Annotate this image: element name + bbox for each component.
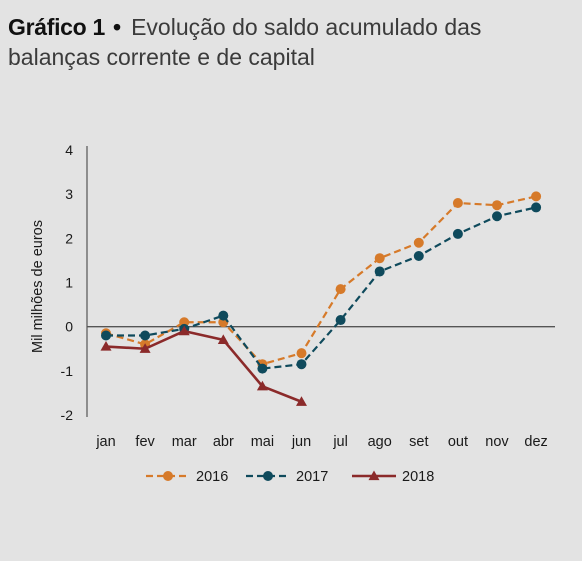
- data-point-2016: [296, 348, 307, 359]
- legend-marker-2018: [368, 470, 380, 481]
- data-point-2017: [531, 202, 542, 213]
- data-point-2018: [100, 341, 112, 351]
- data-point-2016: [452, 198, 463, 208]
- y-tick-label: -1: [61, 363, 74, 379]
- data-point-2017: [296, 359, 307, 370]
- series-line-2018: [105, 329, 302, 403]
- series-line-2017: [106, 206, 537, 370]
- y-tick-label: 1: [65, 275, 73, 291]
- legend-label-2018: 2018: [402, 469, 434, 485]
- data-point-2017: [492, 211, 502, 222]
- data-point-2017: [413, 251, 424, 261]
- data-point-2018: [256, 380, 268, 391]
- x-tick-label: mai: [251, 434, 274, 450]
- legend-label-2017: 2017: [296, 469, 328, 485]
- series-line-2016: [105, 195, 537, 366]
- data-point-2017: [257, 363, 268, 374]
- y-tick-label: 2: [65, 230, 73, 246]
- data-point-2017: [101, 330, 111, 341]
- data-point-2017: [218, 310, 229, 321]
- legend-marker-2017: [263, 471, 273, 481]
- x-tick-label: nov: [485, 434, 509, 450]
- x-tick-label: abr: [213, 434, 234, 450]
- y-tick-label: 4: [65, 142, 73, 158]
- data-point-2017: [374, 266, 385, 277]
- figure-title: Evolução do saldo acumulado das balanças…: [8, 14, 482, 70]
- x-tick-label: jun: [291, 434, 311, 450]
- x-tick-label: out: [448, 434, 468, 450]
- y-axis-label: Mil milhões de euros: [30, 220, 46, 353]
- x-tick-label: ago: [368, 434, 392, 450]
- y-tick-label: -2: [61, 407, 74, 423]
- x-tick-label: mar: [172, 434, 197, 450]
- figure-label: Gráfico 1: [8, 14, 106, 40]
- data-point-2016: [531, 191, 542, 202]
- chart-title: Gráfico 1 • Evolução do saldo acumulado da…: [8, 12, 574, 72]
- data-point-2017: [452, 228, 463, 239]
- y-tick-label: 3: [65, 186, 73, 202]
- data-point-2016: [413, 237, 424, 248]
- x-tick-label: jul: [332, 434, 348, 450]
- data-point-2016: [374, 253, 385, 264]
- x-tick-label: dez: [524, 434, 547, 450]
- data-point-2017: [140, 330, 151, 341]
- x-tick-label: jan: [95, 434, 115, 450]
- x-tick-label: fev: [135, 434, 155, 450]
- data-point-2018: [178, 325, 190, 336]
- title-bullet: •: [113, 14, 122, 40]
- data-point-2018: [217, 334, 229, 345]
- legend-label-2016: 2016: [196, 469, 228, 485]
- data-point-2018: [139, 343, 151, 353]
- x-tick-label: set: [409, 434, 428, 450]
- data-point-2016: [335, 284, 346, 295]
- data-point-2018: [296, 396, 307, 406]
- legend-marker-2016: [163, 471, 173, 481]
- data-point-2017: [335, 315, 346, 326]
- y-tick-label: 0: [65, 319, 73, 335]
- data-point-2016: [492, 200, 502, 211]
